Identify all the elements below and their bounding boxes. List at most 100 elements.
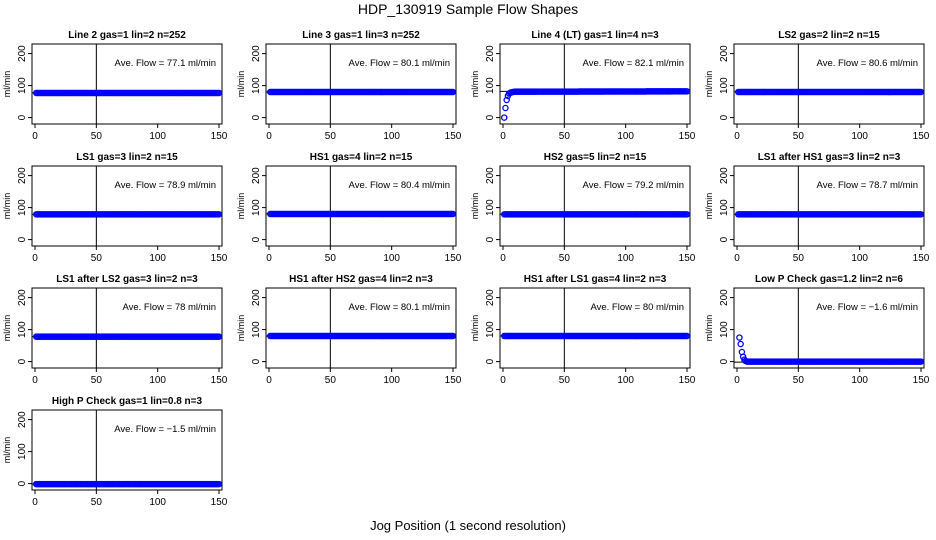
- x-tick-label: 50: [793, 131, 805, 142]
- y-tick-label: 200: [251, 289, 262, 306]
- y-tick-label: 100: [17, 77, 28, 94]
- panel-frame: [499, 43, 691, 125]
- data-point: [500, 114, 508, 121]
- panel-11: HS1 after LS1 gas=4 lin=2 n=3 0 50 100 150 0 1…: [470, 274, 696, 386]
- y-tick-label: 100: [719, 77, 730, 94]
- x-tick-label: 150: [679, 253, 696, 264]
- x-tick-label: 0: [266, 131, 272, 142]
- y-axis-label: ml/min: [2, 193, 12, 220]
- x-tick-label: 150: [679, 131, 696, 142]
- panel-title: LS1 after LS2 gas=3 lin=2 n=3: [56, 274, 198, 285]
- x-tick-label: 100: [617, 253, 634, 264]
- panel-title: HS1 gas=4 lin=2 n=15: [310, 152, 413, 163]
- panel-12: Low P Check gas=1.2 lin=2 n=6 0 50 100 150 0 1…: [704, 274, 930, 386]
- x-tick-label: 100: [149, 131, 166, 142]
- data-series: [266, 88, 457, 96]
- y-axis-label: ml/min: [704, 193, 714, 220]
- x-tick-label: 0: [734, 131, 740, 142]
- data-point: [917, 358, 925, 365]
- y-tick-label: 200: [485, 289, 496, 306]
- average-flow-annotation: Ave. Flow = 78.7 ml/min: [817, 180, 918, 191]
- y-tick-label: 100: [485, 77, 496, 94]
- y-axis-label: ml/min: [236, 193, 246, 220]
- x-tick-label: 0: [500, 131, 506, 142]
- x-tick-label: 150: [913, 131, 930, 142]
- average-flow-annotation: Ave. Flow = 77.1 ml/min: [115, 58, 216, 69]
- y-tick-label: 100: [485, 321, 496, 338]
- x-tick-label: 0: [266, 253, 272, 264]
- y-axis-label: ml/min: [470, 315, 480, 342]
- data-point: [737, 340, 744, 348]
- y-tick-label: 100: [17, 321, 28, 338]
- y-axis-label: ml/min: [2, 315, 12, 342]
- x-axis-title: Jog Position (1 second resolution): [370, 518, 566, 533]
- y-tick-label: 0: [719, 358, 730, 364]
- panel-title: Line 4 (LT) gas=1 lin=4 n=3: [531, 30, 659, 41]
- data-point: [683, 88, 691, 95]
- x-tick-label: 100: [851, 131, 868, 142]
- x-tick-label: 150: [913, 375, 930, 386]
- y-axis-label: ml/min: [470, 71, 480, 98]
- panel-title: Line 2 gas=1 lin=2 n=252: [68, 30, 186, 41]
- x-tick-label: 100: [617, 131, 634, 142]
- y-tick-label: 100: [719, 321, 730, 338]
- average-flow-annotation: Ave. Flow = 80.6 ml/min: [817, 58, 918, 69]
- panel-frame: [499, 165, 691, 247]
- y-tick-label: 0: [485, 114, 496, 120]
- data-point: [917, 211, 925, 218]
- average-flow-annotation: Ave. Flow = 80.4 ml/min: [349, 180, 450, 191]
- x-tick-label: 100: [149, 375, 166, 386]
- data-series: [32, 480, 223, 488]
- x-tick-label: 100: [383, 375, 400, 386]
- x-tick-label: 100: [149, 253, 166, 264]
- panel-frame: [499, 287, 691, 369]
- x-tick-label: 50: [325, 131, 337, 142]
- x-tick-label: 0: [32, 497, 38, 508]
- x-tick-label: 100: [383, 253, 400, 264]
- y-tick-label: 100: [251, 77, 262, 94]
- x-tick-label: 0: [32, 253, 38, 264]
- x-tick-label: 0: [734, 375, 740, 386]
- panel-frame: [733, 287, 925, 369]
- x-tick-label: 50: [91, 131, 103, 142]
- data-series: [500, 88, 691, 121]
- data-point: [215, 211, 223, 218]
- x-tick-label: 150: [211, 497, 228, 508]
- y-tick-label: 100: [17, 199, 28, 216]
- data-point: [215, 89, 223, 97]
- y-tick-label: 100: [251, 321, 262, 338]
- panel-title: LS2 gas=2 lin=2 n=15: [778, 30, 880, 41]
- x-tick-label: 0: [32, 131, 38, 142]
- panel-title: Low P Check gas=1.2 lin=2 n=6: [755, 274, 903, 285]
- panel-frame: [31, 409, 223, 491]
- panel-title: Line 3 gas=1 lin=3 n=252: [302, 30, 420, 41]
- x-tick-label: 50: [793, 375, 805, 386]
- data-series: [266, 332, 457, 340]
- y-tick-label: 200: [251, 167, 262, 184]
- panel-1: Line 2 gas=1 lin=2 n=252 0 50 100 150 0 100 200…: [2, 30, 228, 142]
- panel-frame: [31, 43, 223, 125]
- data-series: [32, 89, 223, 97]
- y-tick-label: 200: [17, 411, 28, 428]
- y-tick-label: 200: [719, 45, 730, 62]
- x-tick-label: 150: [211, 131, 228, 142]
- y-axis-label: ml/min: [704, 315, 714, 342]
- average-flow-annotation: Ave. Flow = 78 ml/min: [122, 302, 216, 313]
- data-point: [215, 333, 223, 340]
- data-series: [736, 334, 925, 365]
- x-tick-label: 50: [559, 375, 571, 386]
- y-tick-label: 200: [17, 45, 28, 62]
- panel-title: LS1 gas=3 lin=2 n=15: [76, 152, 178, 163]
- x-tick-label: 50: [91, 497, 103, 508]
- figure-title: HDP_130919 Sample Flow Shapes: [357, 1, 579, 17]
- x-tick-label: 150: [211, 253, 228, 264]
- data-point: [736, 334, 743, 341]
- average-flow-annotation: Ave. Flow = 80.1 ml/min: [349, 58, 450, 69]
- data-point: [449, 332, 457, 340]
- data-point: [502, 104, 509, 112]
- x-tick-label: 50: [559, 131, 571, 142]
- panel-frame: [733, 165, 925, 247]
- y-tick-label: 0: [485, 358, 496, 364]
- y-tick-label: 200: [485, 45, 496, 62]
